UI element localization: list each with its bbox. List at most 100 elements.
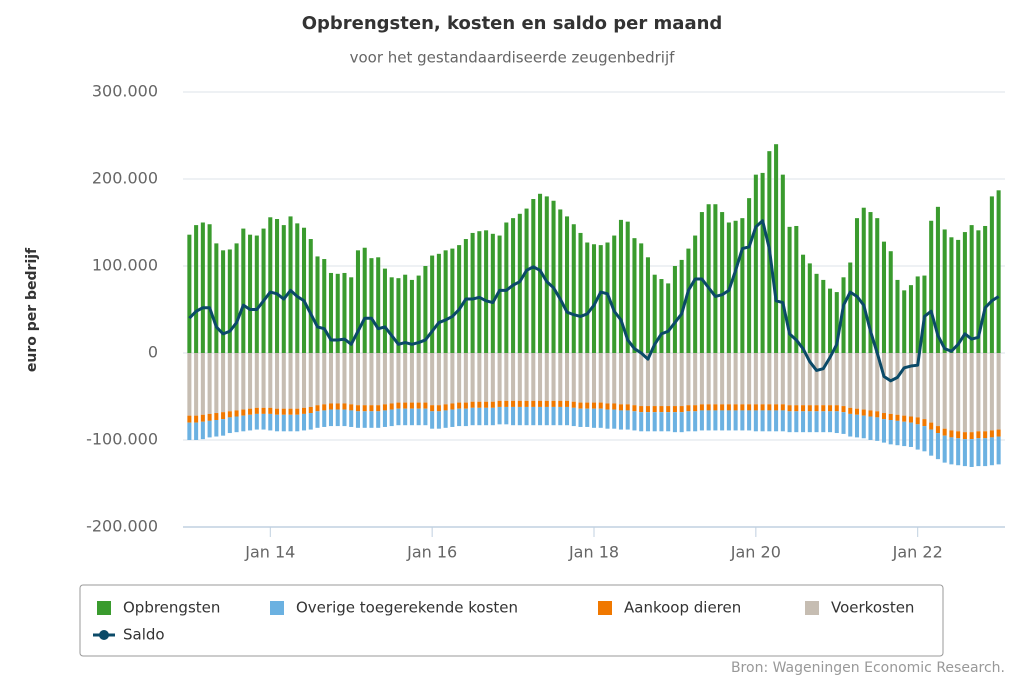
bar (666, 412, 671, 432)
y-tick-label: -200.000 (86, 517, 158, 536)
bar (382, 410, 387, 427)
bar (517, 213, 522, 353)
bar (328, 403, 334, 410)
bar (929, 220, 934, 353)
bar (221, 250, 226, 353)
bar (956, 431, 961, 439)
bar (504, 353, 509, 401)
x-tick-label: Jan 16 (406, 543, 457, 562)
bar (436, 253, 441, 353)
bar (740, 353, 745, 405)
bar (895, 279, 900, 353)
bar (962, 439, 967, 467)
bar (295, 353, 300, 409)
bar (828, 353, 833, 406)
bar (881, 419, 887, 443)
bar (200, 353, 205, 415)
bar (733, 220, 738, 353)
bar (962, 353, 967, 433)
bar (517, 400, 522, 407)
bar (477, 401, 482, 408)
bar (416, 408, 421, 426)
bar (989, 430, 994, 438)
bar (349, 353, 354, 405)
bar (949, 437, 954, 465)
bar (753, 410, 758, 432)
bar (821, 353, 826, 406)
bar (902, 290, 907, 353)
bar (841, 406, 846, 413)
bar (403, 353, 408, 403)
bar (538, 406, 543, 426)
bar (362, 405, 367, 412)
bar (301, 227, 307, 353)
y-axis-title: euro per bedrijf (24, 247, 40, 372)
bar (645, 257, 650, 353)
bar (524, 400, 529, 407)
bar (733, 353, 738, 405)
bar (578, 402, 583, 409)
bar (524, 353, 529, 401)
bar (949, 430, 954, 438)
bar (922, 426, 927, 452)
bar (558, 406, 563, 426)
bar (639, 243, 644, 353)
bar (895, 414, 900, 421)
bar (983, 225, 988, 353)
bar (288, 414, 293, 432)
legend-label: Aankoop dieren (624, 599, 741, 617)
bar (915, 353, 920, 418)
bar (544, 400, 549, 407)
bar (902, 353, 907, 416)
bar (747, 410, 752, 431)
bar (490, 233, 495, 353)
bar (254, 413, 259, 430)
source: Bron: Wageningen Economic Research. (731, 660, 1005, 676)
chart-subtitle: voor het gestandaardiseerde zeugenbedrij… (350, 49, 676, 67)
bar (780, 353, 785, 405)
bar (821, 411, 826, 433)
bar (470, 407, 475, 426)
bar (409, 402, 414, 409)
bar (221, 419, 226, 436)
bar (288, 216, 293, 353)
bar (713, 404, 718, 411)
bar (834, 353, 839, 406)
bar (780, 174, 785, 353)
bar (706, 410, 711, 431)
bar (349, 404, 354, 411)
bar (828, 405, 833, 412)
bar (618, 410, 623, 430)
chart-title: Opbrengsten, kosten en saldo per maand (302, 13, 723, 34)
legend-label: Overige toegerekende kosten (296, 599, 518, 617)
bar (308, 413, 313, 430)
bar (450, 353, 455, 404)
bar (403, 402, 408, 409)
bar (915, 276, 920, 353)
bar (652, 412, 657, 432)
bar (585, 402, 590, 409)
bar (254, 353, 259, 408)
bar (935, 426, 940, 434)
bar (632, 238, 637, 353)
bar (787, 405, 792, 412)
bar (787, 411, 792, 433)
bar (221, 412, 226, 420)
bar (848, 407, 853, 414)
bar (376, 257, 381, 353)
bar (908, 353, 913, 417)
bar (814, 353, 819, 406)
bar (200, 414, 205, 422)
bar (645, 412, 650, 432)
bar (349, 277, 354, 353)
bar (591, 353, 597, 403)
bar (551, 400, 556, 407)
bar (935, 206, 940, 353)
bar (396, 278, 401, 353)
bar (335, 273, 340, 353)
bar (369, 405, 374, 412)
bar (733, 404, 738, 411)
bar (463, 239, 468, 353)
bar (639, 406, 644, 413)
bar (585, 242, 590, 353)
